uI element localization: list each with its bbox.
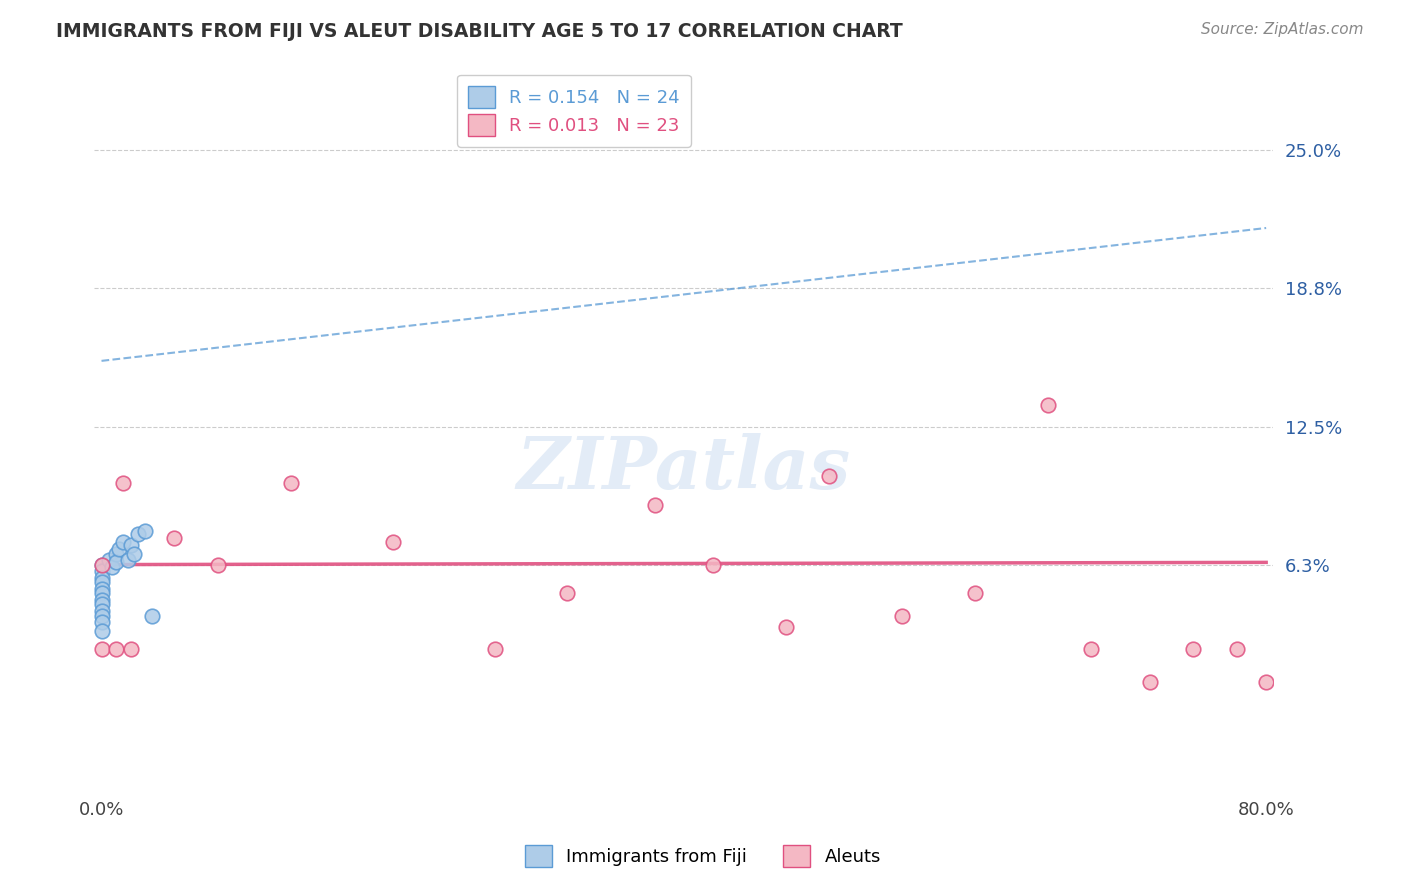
Point (90, 598, 112, 612)
Point (207, 558, 229, 572)
Point (90, 575, 112, 590)
Point (90, 564, 112, 578)
Point (644, 498, 666, 512)
Point (484, 641, 506, 656)
Point (105, 555, 128, 569)
Point (90, 571, 112, 585)
Point (90, 615, 112, 630)
Point (90, 608, 112, 623)
Text: ZIPatlas: ZIPatlas (517, 434, 851, 504)
Point (557, 586, 579, 600)
Point (1256, 675, 1278, 690)
Point (100, 559, 122, 574)
Point (122, 547, 145, 561)
Point (1080, 641, 1102, 656)
Point (280, 475, 302, 490)
Text: Source: ZipAtlas.com: Source: ZipAtlas.com (1201, 22, 1364, 37)
Point (112, 475, 135, 490)
Point (90, 582, 112, 596)
Point (120, 538, 142, 552)
Point (1036, 398, 1059, 412)
Point (134, 524, 156, 539)
Point (90, 558, 112, 572)
Point (105, 547, 128, 561)
Point (127, 526, 149, 541)
Point (891, 608, 914, 623)
Point (112, 535, 135, 549)
Legend: Immigrants from Fiji, Aleuts: Immigrants from Fiji, Aleuts (517, 838, 889, 874)
Point (108, 542, 131, 557)
Point (120, 641, 142, 656)
Point (90, 593, 112, 607)
Point (90, 558, 112, 572)
Point (90, 586, 112, 600)
Point (818, 469, 841, 483)
Legend: R = 0.154   N = 24, R = 0.013   N = 23: R = 0.154 N = 24, R = 0.013 N = 23 (457, 75, 690, 147)
Point (1182, 641, 1205, 656)
Point (163, 531, 186, 545)
Point (90, 604, 112, 618)
Point (963, 586, 986, 600)
Point (381, 535, 404, 549)
Point (775, 619, 797, 633)
Point (1226, 641, 1249, 656)
Text: IMMIGRANTS FROM FIJI VS ALEUT DISABILITY AGE 5 TO 17 CORRELATION CHART: IMMIGRANTS FROM FIJI VS ALEUT DISABILITY… (56, 22, 903, 41)
Point (105, 641, 128, 656)
Point (90, 624, 112, 638)
Point (117, 553, 139, 567)
Point (1139, 675, 1161, 690)
Point (702, 558, 724, 572)
Point (90, 641, 112, 656)
Point (97, 553, 120, 567)
Point (141, 608, 163, 623)
